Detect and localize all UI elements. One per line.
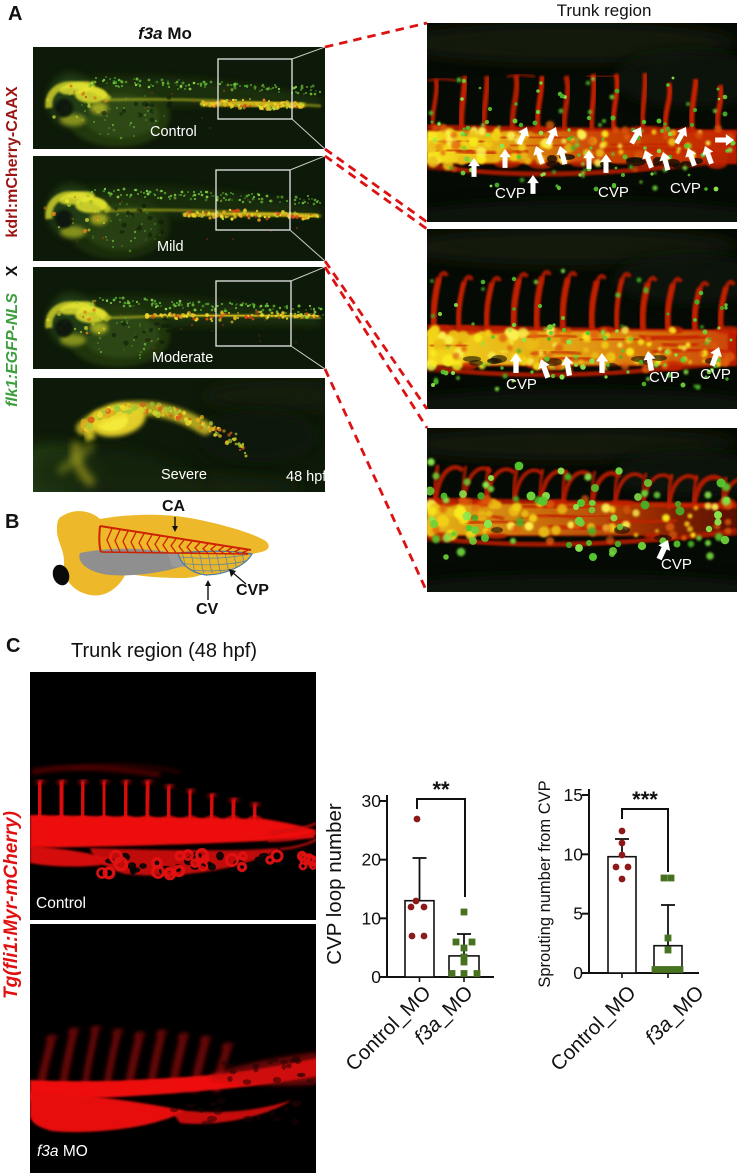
- svg-text:Sprouting number from CVP: Sprouting number from CVP: [536, 780, 554, 987]
- svg-text:0: 0: [573, 963, 583, 983]
- svg-text:CVP: CVP: [495, 185, 526, 202]
- svg-text:10: 10: [362, 908, 382, 928]
- svg-text:20: 20: [362, 850, 382, 870]
- svg-text:f3a_MO: f3a_MO: [641, 981, 709, 1049]
- svg-text:Control_MO: Control_MO: [546, 981, 640, 1075]
- svg-text:CVP: CVP: [700, 366, 731, 383]
- svg-text:5: 5: [573, 904, 583, 924]
- svg-text:10: 10: [564, 844, 584, 864]
- svg-text:**: **: [432, 777, 450, 802]
- svg-text:30: 30: [362, 791, 382, 811]
- svg-text:CVP: CVP: [506, 376, 537, 393]
- svg-text:CVP: CVP: [598, 184, 629, 201]
- svg-text:CVP: CVP: [670, 180, 701, 197]
- svg-text:CVP: CVP: [661, 556, 692, 573]
- svg-text:***: ***: [632, 787, 658, 812]
- svg-text:15: 15: [564, 785, 583, 805]
- svg-text:CVP loop number: CVP loop number: [323, 803, 346, 965]
- svg-text:0: 0: [371, 967, 381, 987]
- svg-text:CVP: CVP: [649, 369, 680, 386]
